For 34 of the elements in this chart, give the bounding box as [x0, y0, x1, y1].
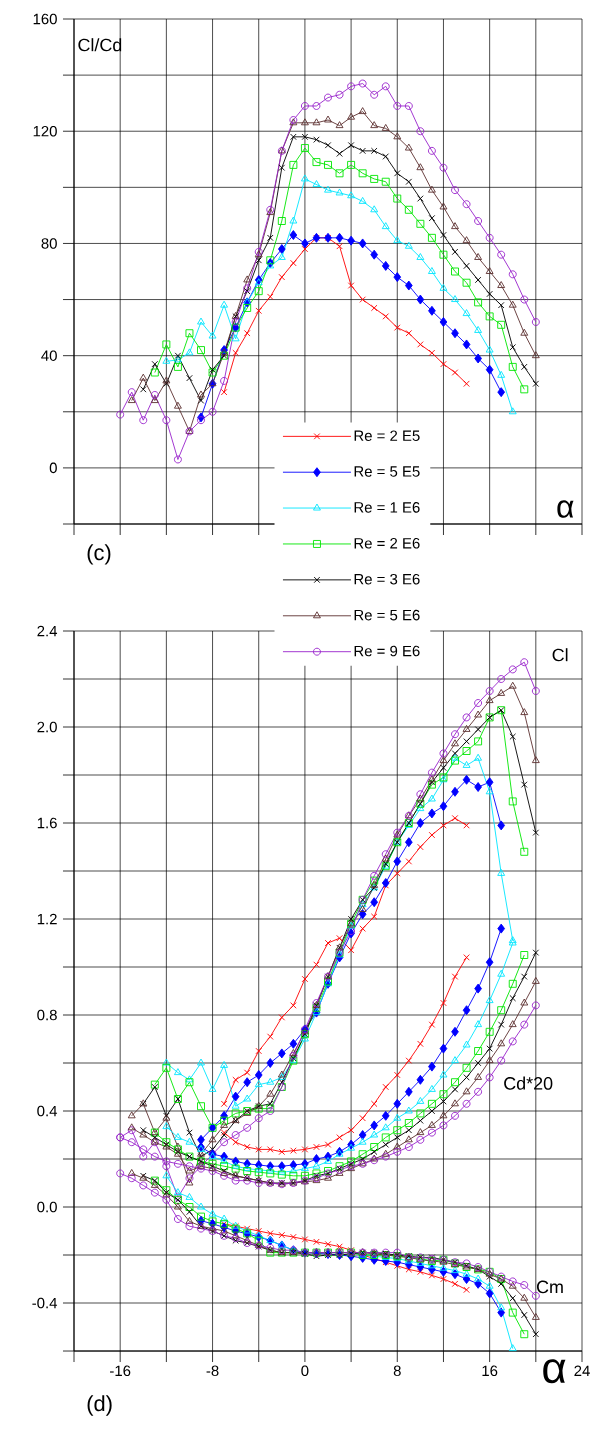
y-tick-label: 2.4	[37, 625, 58, 637]
x-tick-label: 0	[301, 1365, 309, 1377]
x-tick-label: -8	[206, 1365, 219, 1377]
x-tick-label: -16	[110, 1365, 131, 1377]
legend-label: Re = 2 E5	[354, 430, 420, 441]
y-tick-label: 0.4	[37, 1105, 58, 1117]
x-tick-label: 8	[393, 1365, 401, 1377]
y-tick-label: 0.8	[37, 1009, 57, 1021]
text: (c)	[87, 544, 111, 565]
text: (d)	[87, 1395, 112, 1416]
legend-label: Re = 3 E6	[354, 573, 420, 585]
y-tick-label: -0.4	[32, 1297, 58, 1309]
y-tick-label: 40	[41, 350, 57, 361]
y-tick-label: 1.6	[37, 817, 57, 829]
annotation: Cl	[552, 648, 568, 662]
x-tick-label: 24	[574, 1365, 590, 1376]
x-tick-label: 16	[482, 1365, 498, 1377]
annotation: Cl/Cd	[78, 38, 122, 52]
legend-label: Re = 5 E5	[354, 466, 420, 477]
x-axis-title: α	[543, 1359, 566, 1384]
y-tick-label: 1.2	[37, 913, 57, 925]
y-tick-label: 160	[33, 13, 57, 25]
x-axis-title: α	[557, 500, 574, 518]
legend-label: Re = 9 E6	[354, 645, 420, 657]
annotation: Cm	[536, 1280, 563, 1294]
y-tick-label: 0	[49, 462, 57, 474]
y-tick-label: 0.0	[37, 1201, 57, 1213]
y-tick-label: 120	[33, 125, 57, 137]
legend-label: Re = 5 E6	[354, 609, 420, 621]
y-tick-label: 2.0	[37, 721, 57, 733]
annotation: Cd*20	[504, 1076, 553, 1090]
legend-label: Re = 1 E6	[354, 502, 420, 513]
y-tick-label: 80	[41, 238, 57, 249]
legend-label: Re = 2 E6	[354, 537, 420, 549]
